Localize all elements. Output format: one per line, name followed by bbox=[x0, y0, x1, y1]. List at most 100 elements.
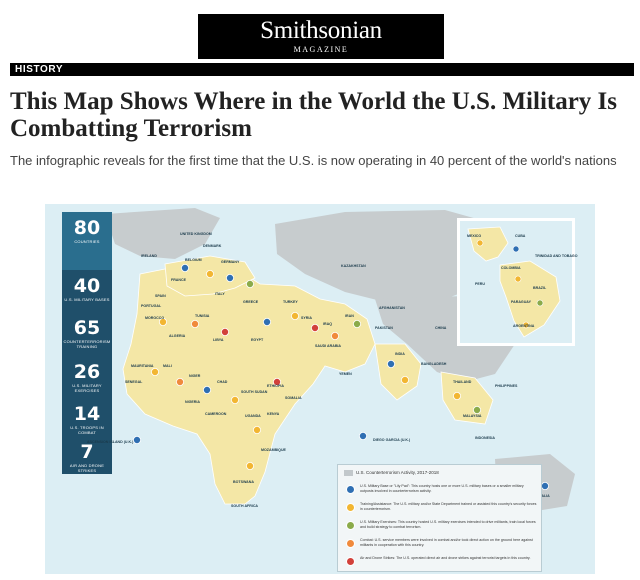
country-label: BRAZIL bbox=[533, 286, 547, 290]
land-russia bbox=[275, 210, 515, 302]
country-label: DENMARK bbox=[203, 244, 222, 248]
country-label: BOTSWANA bbox=[233, 480, 254, 484]
country-label: ITALY bbox=[215, 292, 225, 296]
legend-row: Air and Drone Strikes: The U.S. operated… bbox=[342, 555, 540, 571]
country-label: CHAD bbox=[217, 380, 228, 384]
country-label: SPAIN bbox=[155, 294, 166, 298]
section-label[interactable]: HISTORY bbox=[15, 64, 64, 75]
cross-icon bbox=[346, 557, 355, 566]
stat-item: 40 U.S. MILITARY BASES bbox=[62, 275, 112, 303]
country-label: IRAQ bbox=[323, 322, 332, 326]
article-dek: The infographic reveals for the first ti… bbox=[10, 153, 617, 168]
country-label: FRANCE bbox=[171, 278, 186, 282]
country-label: CAMEROON bbox=[205, 412, 227, 416]
country-label: NIGER bbox=[189, 374, 201, 378]
land-greenland bbox=[105, 208, 220, 259]
stat-number: 7 bbox=[80, 441, 94, 463]
country-label: SENEGAL bbox=[125, 380, 143, 384]
country-label: TUNISIA bbox=[195, 314, 210, 318]
article-title: This Map Shows Where in the World the U.… bbox=[10, 88, 618, 142]
country-label: GREECE bbox=[243, 300, 259, 304]
country-label: MALAYSIA bbox=[463, 414, 482, 418]
stat-caption: COUNTERTERRORISM TRAINING bbox=[63, 339, 111, 349]
map-legend: U.S. Counterterrorism Activity, 2017-201… bbox=[337, 464, 542, 572]
legend-title: U.S. Counterterrorism Activity, 2017-201… bbox=[356, 470, 439, 475]
stats-panel: 80 COUNTRIES 40 U.S. MILITARY BASES 65 C… bbox=[62, 212, 112, 474]
legend-row: U.S. Military Base or "Lily Pad": This c… bbox=[342, 483, 540, 499]
stat-item: 65 COUNTERTERRORISM TRAINING bbox=[62, 317, 112, 350]
country-label: SOMALIA bbox=[285, 396, 302, 400]
star-icon bbox=[346, 485, 355, 494]
brand-name: Smithsonian bbox=[260, 17, 382, 44]
country-label: INDONESIA bbox=[475, 436, 495, 440]
stat-number: 26 bbox=[73, 361, 101, 383]
stat-item: 14 U.S. TROOPS IN COMBAT bbox=[62, 403, 112, 436]
stat-caption: U.S. MILITARY BASES bbox=[64, 297, 110, 302]
country-label: PAKISTAN bbox=[375, 326, 393, 330]
country-label: MALI bbox=[163, 364, 172, 368]
country-label: CUBA bbox=[515, 234, 526, 238]
land-south-asia bbox=[374, 343, 422, 401]
circle-icon bbox=[346, 503, 355, 512]
stat-caption: COUNTRIES bbox=[74, 239, 100, 244]
country-label: ASCENSION ISLAND (U.K.) bbox=[87, 440, 134, 444]
country-label: BANGLADESH bbox=[421, 362, 447, 366]
country-label: NIGERIA bbox=[185, 400, 200, 404]
legend-row: Combat: U.S. service members were involv… bbox=[342, 537, 540, 553]
country-label: IRAN bbox=[345, 314, 354, 318]
country-label: DIEGO GARCIA (U.K.) bbox=[373, 438, 411, 442]
stats-highlight bbox=[62, 212, 112, 270]
country-label: GERMANY bbox=[221, 260, 240, 264]
country-label: UNITED KINGDOM bbox=[180, 232, 212, 236]
stat-item: 80 COUNTRIES bbox=[62, 217, 112, 245]
country-label: KAZAKHSTAN bbox=[341, 264, 366, 268]
country-label: INDIA bbox=[395, 352, 405, 356]
country-label: SAUDI ARABIA bbox=[315, 344, 342, 348]
stat-caption: U.S. TROOPS IN COMBAT bbox=[70, 425, 104, 435]
stat-item: 26 U.S. MILITARY EXERCISES bbox=[62, 361, 112, 394]
legend-text: U.S. Military Exercises: This country ho… bbox=[360, 520, 536, 529]
country-label: THAILAND bbox=[453, 380, 472, 384]
country-label: KENYA bbox=[267, 412, 280, 416]
legend-swatch bbox=[344, 470, 353, 476]
country-label: PARAGUAY bbox=[511, 300, 531, 304]
stat-caption: U.S. MILITARY EXERCISES bbox=[72, 383, 102, 393]
legend-text: Training/Assistance: The U.S. military a… bbox=[360, 502, 537, 511]
country-label: PHILIPPINES bbox=[495, 384, 518, 388]
country-label: ALGERIA bbox=[169, 334, 186, 338]
circle-icon bbox=[346, 539, 355, 548]
country-label: PERU bbox=[475, 282, 485, 286]
stat-number: 80 bbox=[73, 217, 101, 239]
brand-sub: MAGAZINE bbox=[293, 45, 349, 54]
stat-number: 65 bbox=[73, 317, 101, 339]
country-label: ETHIOPIA bbox=[267, 384, 284, 388]
legend-text: Combat: U.S. service members were involv… bbox=[360, 538, 533, 547]
land-africa-mideast bbox=[122, 263, 376, 505]
country-label: TURKEY bbox=[283, 300, 298, 304]
country-label: IRELAND bbox=[141, 254, 157, 258]
section-bar: HISTORY bbox=[10, 63, 634, 76]
country-label: SOUTH SUDAN bbox=[241, 390, 268, 394]
country-label: BELGIUM bbox=[185, 258, 202, 262]
country-label: LIBYA bbox=[213, 338, 224, 342]
country-label: MEXICO bbox=[467, 234, 482, 238]
map-infographic[interactable]: 80 COUNTRIES 40 U.S. MILITARY BASES 65 C… bbox=[45, 204, 595, 574]
country-label: SYRIA bbox=[301, 316, 312, 320]
stat-item: 7 AIR AND DRONE STRIKES bbox=[62, 441, 112, 474]
legend-text: Air and Drone Strikes: The U.S. operated… bbox=[360, 556, 531, 560]
country-label: SOUTH AFRICA bbox=[231, 504, 259, 508]
country-label: YEMEN bbox=[339, 372, 352, 376]
americas-inset bbox=[457, 218, 575, 346]
country-label: MAURITANIA bbox=[131, 364, 154, 368]
stat-number: 40 bbox=[73, 275, 101, 297]
legend-row: Training/Assistance: The U.S. military a… bbox=[342, 501, 540, 517]
activity-markers bbox=[133, 264, 549, 490]
country-label: EGYPT bbox=[251, 338, 264, 342]
inset-map-graphic bbox=[467, 226, 561, 338]
country-label: TRINIDAD AND TOBAGO bbox=[535, 254, 578, 258]
country-label: MOROCCO bbox=[145, 316, 165, 320]
masthead-logo[interactable]: Smithsonian MAGAZINE bbox=[198, 14, 444, 59]
slash-icon bbox=[346, 521, 355, 530]
legend-text: U.S. Military Base or "Lily Pad": This c… bbox=[360, 484, 524, 493]
stat-number: 14 bbox=[73, 403, 101, 425]
